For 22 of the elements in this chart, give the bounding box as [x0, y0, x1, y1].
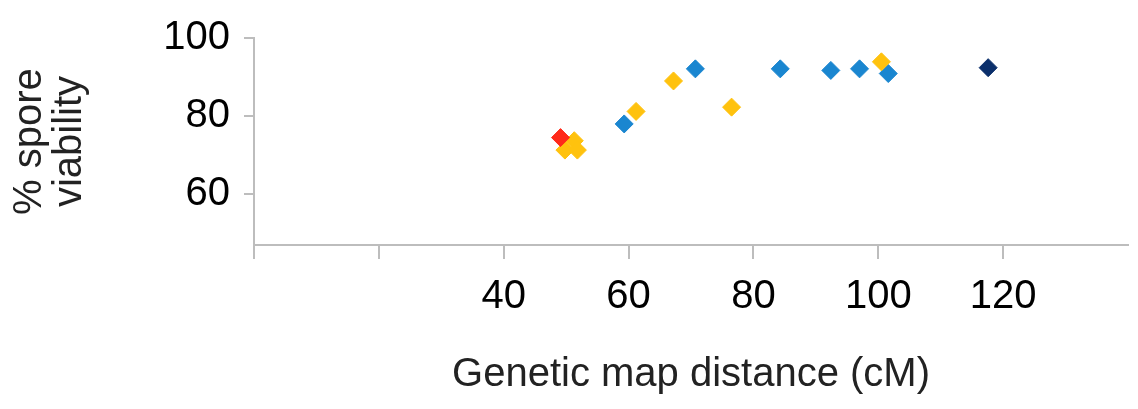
point [664, 71, 684, 91]
y-tick-label: 60 [185, 169, 230, 214]
x-tick-label: 80 [731, 272, 776, 317]
y-tick-label: 80 [185, 91, 230, 136]
x-tick-label: 40 [481, 272, 526, 317]
x-axis-title: Genetic map distance (cM) [452, 350, 930, 395]
x-tick-label: 100 [844, 272, 912, 317]
x-tick-label: 60 [606, 272, 651, 317]
y-tick-label: 100 [163, 13, 230, 58]
point [821, 60, 841, 80]
point [770, 59, 790, 79]
point [871, 52, 891, 72]
point [878, 64, 898, 84]
y-axis-title: % spore viability [5, 68, 90, 215]
x-tick-label: 120 [969, 272, 1037, 317]
point [978, 58, 998, 78]
point [685, 59, 705, 79]
point [722, 97, 742, 117]
point [551, 128, 571, 148]
point [850, 59, 870, 79]
point [614, 114, 634, 134]
point [626, 101, 646, 121]
